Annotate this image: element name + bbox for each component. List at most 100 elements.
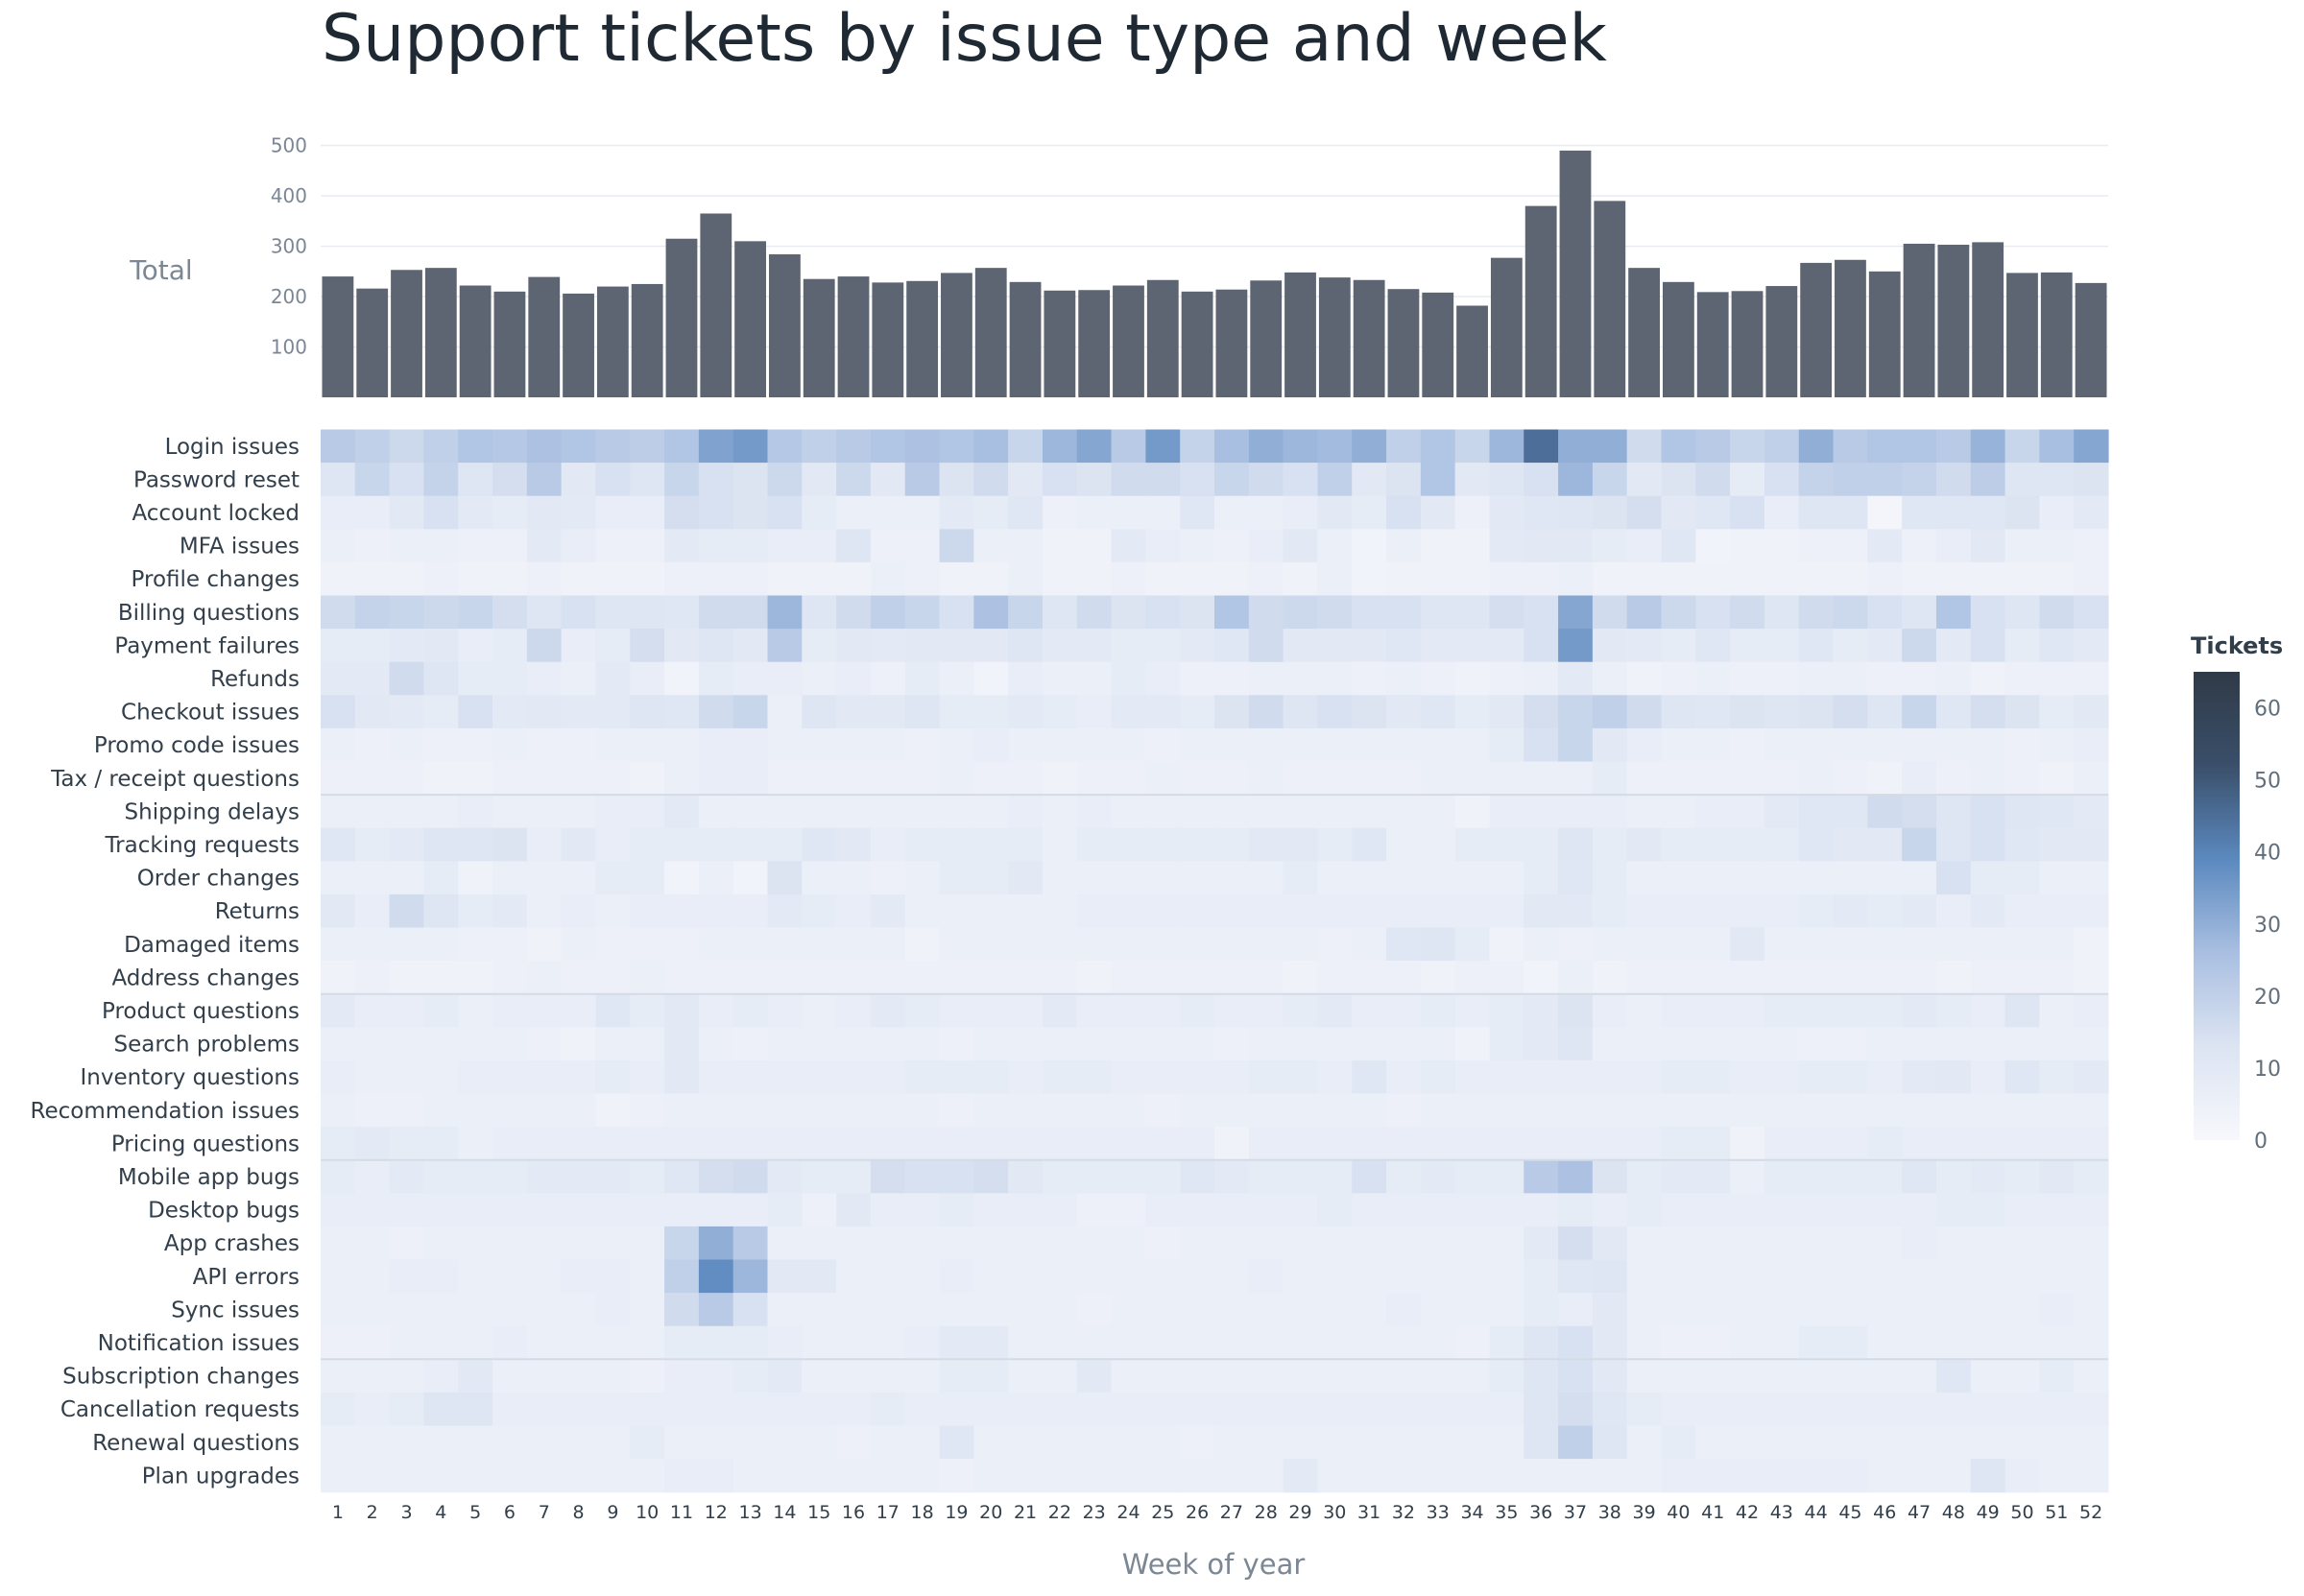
heatmap-cell	[630, 1159, 665, 1194]
heatmap-cell	[1558, 1359, 1594, 1394]
heatmap-cell	[1420, 1193, 1456, 1227]
x-axis-label: Week of year	[1122, 1548, 1306, 1581]
heatmap-cell	[904, 495, 941, 530]
heatmap-cell	[802, 529, 837, 563]
heatmap-cell	[664, 1093, 700, 1128]
heatmap-cell	[1833, 1259, 1868, 1294]
heatmap-cell	[1695, 1259, 1731, 1294]
heatmap-cell	[1317, 1060, 1353, 1095]
heatmap-cell	[1661, 1193, 1696, 1227]
heatmap-cell	[595, 595, 631, 630]
heatmap-cell	[526, 993, 563, 1028]
heatmap-cell	[698, 827, 734, 862]
heatmap-cell	[1386, 795, 1422, 829]
heatmap-cell	[1352, 1293, 1387, 1327]
heatmap-cell	[1867, 727, 1903, 763]
heatmap-cell	[1283, 795, 1319, 829]
heatmap-cell	[1352, 761, 1387, 796]
heatmap-cell	[389, 463, 425, 497]
total-bar	[1422, 292, 1454, 397]
heatmap-cell	[1076, 1259, 1113, 1294]
heatmap-cell	[1386, 893, 1422, 929]
heatmap-cell	[1695, 1325, 1731, 1360]
heatmap-cell	[1214, 1392, 1250, 1427]
heatmap-cell	[1352, 429, 1387, 464]
heatmap-cell	[321, 861, 356, 895]
row-label: Plan upgrades	[142, 1464, 300, 1489]
heatmap-cell	[354, 1425, 391, 1460]
heatmap-cell	[802, 1093, 837, 1128]
heatmap-cell	[1214, 1226, 1250, 1261]
heatmap-cell	[561, 429, 597, 464]
x-tick-label: 32	[1392, 1502, 1415, 1523]
heatmap-cell	[1283, 993, 1319, 1028]
row-label: Cancellation requests	[60, 1397, 300, 1422]
heatmap-cell	[1902, 1060, 1937, 1095]
heatmap-cell	[836, 761, 872, 796]
x-tick-label: 34	[1460, 1502, 1483, 1523]
heatmap-cell	[492, 629, 528, 663]
heatmap-cell	[1764, 1392, 1800, 1427]
heatmap-cell	[458, 1392, 493, 1427]
heatmap-cell	[1798, 529, 1835, 563]
heatmap-cell	[1558, 1293, 1594, 1327]
heatmap-cell	[1833, 927, 1868, 962]
heatmap-cell	[561, 1259, 597, 1294]
heatmap-cell	[526, 827, 563, 862]
heatmap-cell	[1111, 1193, 1146, 1227]
heatmap-cell	[389, 695, 425, 729]
heatmap-cell	[1489, 661, 1524, 696]
heatmap-cell	[1695, 561, 1731, 597]
heatmap-cell	[1798, 1027, 1835, 1061]
totals-bars	[322, 150, 2107, 397]
heatmap-cells	[321, 429, 2109, 1493]
heatmap-cell	[1420, 727, 1456, 763]
heatmap-cell	[526, 795, 563, 829]
x-tick-label: 36	[1529, 1502, 1552, 1523]
heatmap-cell	[939, 961, 974, 995]
heatmap-cell	[423, 695, 459, 729]
heatmap-cell	[904, 861, 941, 895]
heatmap-cell	[1008, 795, 1044, 829]
heatmap-cell	[389, 529, 425, 563]
heatmap-cell	[836, 1392, 872, 1427]
heatmap-cell	[423, 629, 459, 663]
heatmap-cell	[321, 429, 356, 464]
heatmap-cell	[1730, 661, 1765, 696]
heatmap-cell	[904, 1193, 941, 1227]
heatmap-cell	[1145, 561, 1181, 597]
heatmap-cell	[1214, 1459, 1250, 1493]
heatmap-cell	[1145, 1193, 1181, 1227]
heatmap-cell	[1248, 1060, 1284, 1095]
heatmap-cell	[1695, 1193, 1731, 1227]
heatmap-cell	[767, 1425, 803, 1460]
heatmap-cell	[1764, 1226, 1800, 1261]
heatmap-cell	[939, 1093, 974, 1128]
heatmap-cell	[1626, 961, 1663, 995]
heatmap-cell	[1283, 1060, 1319, 1095]
heatmap-cell	[2039, 1425, 2075, 1460]
heatmap-cell	[1111, 1392, 1146, 1427]
heatmap-cell	[1764, 695, 1800, 729]
heatmap-cell	[1386, 1425, 1422, 1460]
heatmap-cell	[1730, 1425, 1765, 1460]
heatmap-cell	[1248, 495, 1284, 530]
heatmap-cell	[423, 595, 459, 630]
heatmap-cell	[870, 429, 906, 464]
heatmap-cell	[630, 1193, 665, 1227]
heatmap-cell	[595, 827, 631, 862]
heatmap-cell	[1935, 1127, 1972, 1161]
heatmap-cell	[1248, 1293, 1284, 1327]
heatmap-cell	[1180, 695, 1215, 729]
heatmap-cell	[354, 429, 391, 464]
heatmap-cell	[1352, 695, 1387, 729]
heatmap-cell	[767, 595, 803, 630]
heatmap-cell	[1317, 1359, 1353, 1394]
total-bar	[1353, 279, 1385, 397]
heatmap-cell	[664, 1293, 700, 1327]
heatmap-cell	[1042, 695, 1078, 729]
heatmap-cell	[732, 561, 769, 597]
heatmap-cell	[354, 595, 391, 630]
heatmap-cell	[1214, 927, 1250, 962]
total-bar	[356, 288, 389, 397]
